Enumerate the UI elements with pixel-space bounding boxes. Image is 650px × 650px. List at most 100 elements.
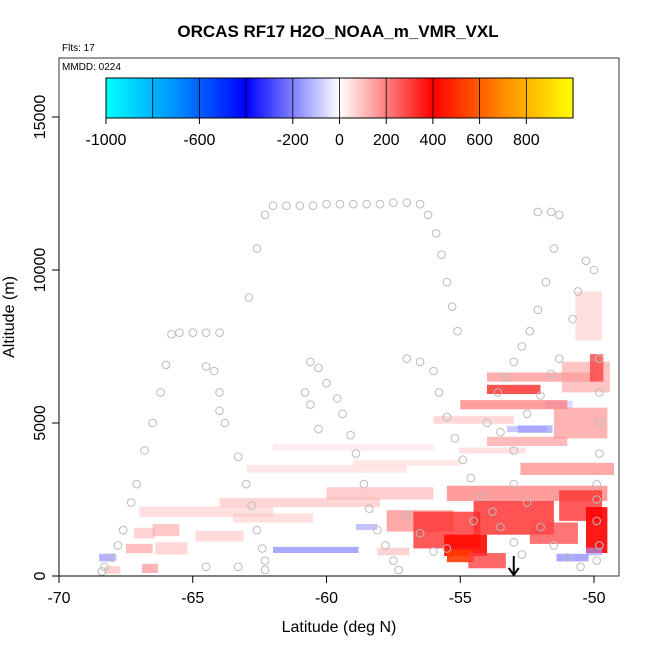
heatmap-cell (155, 542, 188, 555)
colorbar-tick-label: -200 (277, 132, 309, 149)
flight-point (563, 553, 572, 562)
flight-point (132, 479, 141, 489)
colorbar-segment (309, 78, 313, 118)
flight-point (533, 207, 543, 217)
colorbar-segment (295, 78, 299, 118)
flight-point (546, 207, 556, 217)
colorbar-segment (159, 78, 163, 118)
flight-point (394, 565, 404, 575)
flight-point (215, 406, 224, 416)
arrow-head (507, 567, 520, 577)
colorbar-segment (369, 78, 373, 118)
colorbar-segment (344, 78, 348, 118)
flight-point (306, 357, 315, 367)
colorbar-segment (390, 78, 394, 118)
colorbar-segment (458, 78, 462, 118)
flight-point (429, 366, 438, 376)
colorbar-segment (227, 78, 231, 118)
colorbar-segment (495, 78, 499, 118)
flight-point (453, 326, 462, 336)
colorbar-segment (218, 78, 222, 118)
flight-point (148, 418, 157, 428)
colorbar-segment (393, 78, 397, 118)
flight-point (595, 449, 604, 458)
colorbar-segment (549, 78, 553, 118)
colorbar-segment (453, 78, 457, 118)
colorbar-segment (311, 78, 315, 118)
colorbar-segment (514, 78, 518, 118)
flight-point (466, 473, 476, 483)
colorbar-segment (117, 78, 121, 118)
colorbar-segment (358, 78, 362, 118)
colorbar-segment (208, 78, 212, 118)
flight-point (447, 302, 457, 312)
colorbar-segment (428, 78, 432, 118)
colorbar-segment (248, 78, 252, 118)
colorbar-segment (127, 78, 130, 118)
colorbar-tick-label: 400 (420, 132, 447, 149)
colorbar-segment (425, 78, 429, 118)
colorbar-segment (465, 78, 469, 118)
colorbar-segment (346, 78, 350, 118)
colorbar-segment (162, 78, 165, 118)
colorbar-segment (521, 78, 525, 118)
flight-point (477, 492, 486, 501)
colorbar: -1000 -600 -200 0 200 400 600 800 (86, 77, 574, 149)
heatmap-cell (487, 384, 541, 394)
colorbar-segment (330, 78, 334, 118)
colorbar-segment (180, 78, 184, 118)
colorbar-segment (372, 78, 376, 118)
colorbar-segment (190, 78, 193, 118)
colorbar-segment (509, 78, 513, 118)
colorbar-segment (187, 78, 191, 118)
flight-point (332, 394, 342, 403)
flight-point (322, 199, 331, 209)
colorbar-segment (178, 78, 182, 118)
colorbar-segment (192, 78, 196, 118)
colorbar-segment (374, 78, 378, 118)
colorbar-segment (402, 78, 406, 118)
heatmap-cell (152, 524, 180, 537)
colorbar-segment (271, 78, 275, 118)
colorbar-segment (498, 78, 502, 118)
colorbar-segment (479, 78, 483, 118)
colorbar-segment (246, 78, 250, 118)
colorbar-segment (276, 78, 280, 118)
flight-point (573, 287, 583, 296)
flight-point (437, 250, 446, 259)
heatmap-cell (520, 462, 614, 475)
flight-point (509, 357, 519, 367)
colorbar-segment (145, 78, 149, 118)
colorbar-segment (456, 78, 460, 118)
flight-point (260, 556, 270, 566)
flight-point (233, 452, 243, 462)
colorbar-segment (239, 78, 243, 118)
colorbar-segment (558, 78, 562, 118)
colorbar-segment (502, 78, 506, 118)
flight-point (595, 388, 604, 397)
colorbar-segment (430, 78, 434, 118)
colorbar-tick-label: -1000 (86, 132, 127, 149)
x-tick-label: -60 (315, 590, 338, 607)
flight-point (568, 314, 577, 324)
flight-point (549, 244, 559, 253)
flight-point (300, 388, 310, 397)
flight-point (113, 541, 123, 550)
colorbar-segment (292, 78, 296, 118)
colorbar-segment (486, 78, 490, 118)
colorbar-segment (409, 78, 413, 118)
colorbar-segment (278, 78, 282, 118)
colorbar-segment (411, 78, 415, 118)
colorbar-segment (290, 78, 294, 118)
heatmap-cell (377, 547, 410, 556)
colorbar-segment (570, 78, 574, 118)
flight-point (201, 328, 211, 338)
x-tick-label: -55 (449, 590, 472, 607)
colorbar-segment (173, 78, 177, 118)
flight-point (533, 305, 543, 315)
flight-point (381, 541, 390, 550)
colorbar-segment (423, 78, 427, 118)
colorbar-segment (491, 78, 495, 118)
flight-point (509, 479, 519, 489)
flight-point (258, 544, 267, 553)
